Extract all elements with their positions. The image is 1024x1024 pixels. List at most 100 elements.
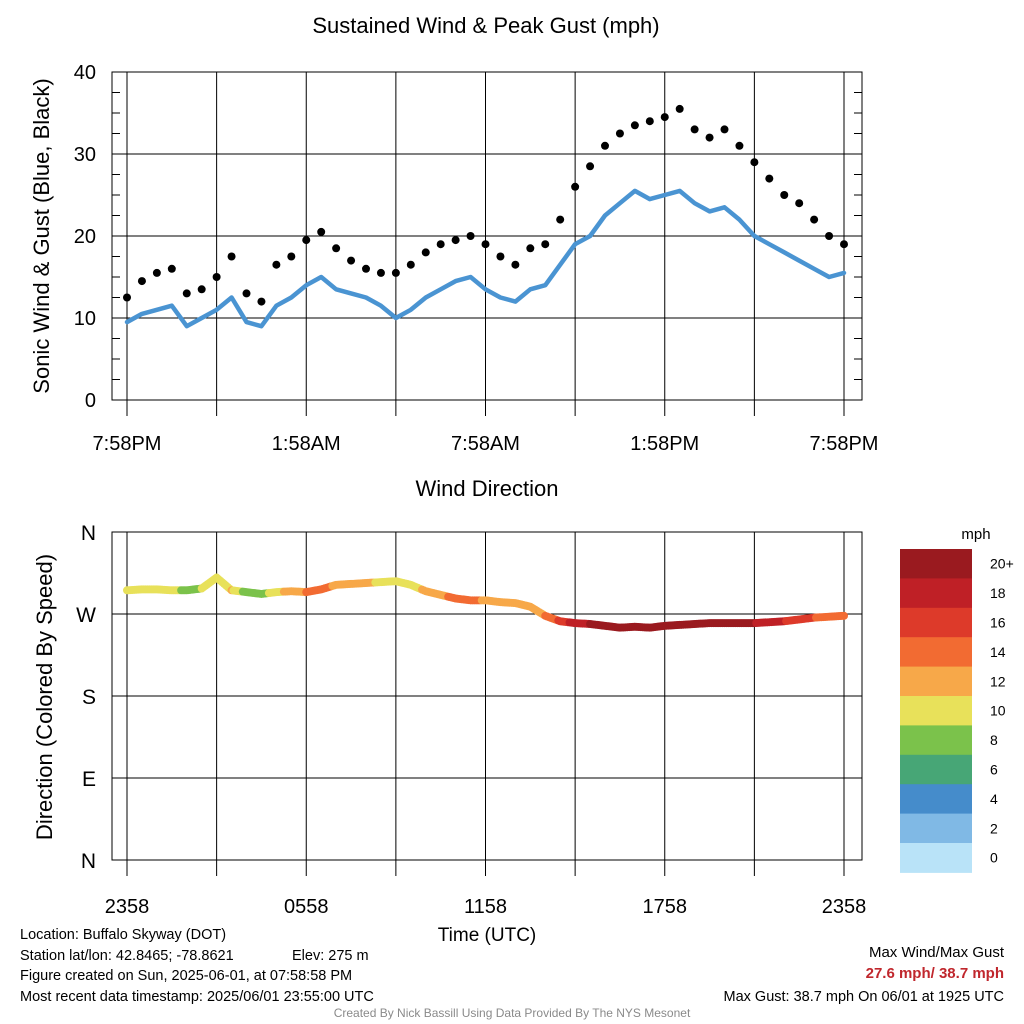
gust-point [182,289,191,298]
colorbar-label: 14 [990,644,1006,660]
colorbar-swatch [900,666,972,697]
top-ytick-label: 20 [74,226,96,248]
top-xtick-label: 7:58AM [451,433,520,455]
gust-point [481,240,490,249]
top-xtick-label: 7:58PM [810,433,879,455]
colorbar-swatch [900,578,972,609]
gust-point [571,182,580,191]
gust-point [526,244,535,253]
gust-point [840,240,848,249]
gust-point [690,125,699,134]
gust-point [466,232,475,240]
bottom-ytick-label: S [82,686,96,709]
gust-point [436,240,445,249]
gust-point [496,252,505,261]
bottom-xtick-label: 2358 [105,896,150,918]
gust-point [197,285,206,294]
figure-created: Figure created on Sun, 2025-06-01, at 07… [20,968,353,984]
top-ytick-label: 0 [85,390,96,412]
station-elevation: Elev: 275 m [292,948,369,964]
speed-colorbar: 20+ 18 16 14 12 10 8 6 4 2 0 [900,549,1014,873]
gust-point [705,133,714,142]
top-ytick-label: 10 [74,308,96,330]
colorbar-label: 20+ [990,556,1014,572]
top-xtick-label: 1:58PM [630,433,699,455]
gust-point [660,113,669,122]
gust-point [630,121,639,130]
gust-point [317,227,326,236]
gust-point [347,256,356,265]
colorbar-swatch [900,813,972,844]
gust-point [675,104,684,113]
bottom-ytick-label: N [81,522,96,545]
gust-point [332,244,341,253]
gust-point [227,252,236,261]
gust-point [123,293,131,302]
top-ytick-label: 40 [74,62,96,84]
gust-point [242,289,251,298]
gust-point [302,236,311,245]
bottom-xtick-label: 2358 [822,896,867,918]
gust-point [257,297,266,306]
gust-point [825,232,834,240]
top-xtick-label: 7:58PM [93,433,162,455]
bottom-xtick-label: 1758 [643,896,688,918]
max-gust-time: Max Gust: 38.7 mph On 06/01 at 1925 UTC [723,989,1004,1005]
top-chart-ylabel: Sonic Wind & Gust (Blue, Black) [29,78,54,393]
gust-point [272,260,281,269]
gust-point [152,268,161,277]
gust-point [586,162,595,171]
max-wind-values: 27.6 mph/ 38.7 mph [865,965,1004,982]
station-latlon: Station lat/lon: 42.8465; -78.8621 [20,948,234,964]
bottom-ytick-label: N [81,850,96,873]
bottom-plot-area: N W S E N 2358 0558 1158 1758 2358 [76,522,866,918]
colorbar-swatch [900,843,972,873]
gust-point [780,191,789,199]
bottom-chart-xlabel: Time (UTC) [438,925,537,946]
gust-point [615,129,624,138]
gust-point [735,141,744,150]
colorbar-label: 8 [990,732,998,748]
bottom-xtick-label: 0558 [284,896,329,918]
direction-point [840,611,848,620]
station-location: Location: Buffalo Skyway (DOT) [20,927,227,943]
gust-point [601,141,609,150]
bottom-ytick-label: W [76,604,96,627]
colorbar-label: 4 [990,791,998,807]
gust-point [376,268,385,277]
gust-point [556,215,565,224]
gust-point [137,277,146,286]
colorbar-label: 0 [990,850,998,866]
top-plot-area: 0 10 20 30 40 7:58PM 1:58AM 7:58AM 1:58PM 7:58PM [74,62,879,455]
gust-point [287,252,296,261]
gust-point [810,215,819,224]
bottom-xtick-label: 1158 [464,896,507,918]
colorbar-swatch [900,754,972,785]
gust-point [720,125,729,134]
gust-point [765,174,774,183]
colorbar-title: mph [961,526,990,543]
colorbar-swatch [900,696,972,726]
gust-point [362,264,370,273]
bottom-chart-ylabel: Direction (Colored By Speed) [32,554,57,840]
colorbar-label: 6 [990,762,998,778]
credit-line: Created By Nick Bassill Using Data Provi… [333,1006,691,1020]
gust-point [391,268,400,277]
gust-point [406,260,415,269]
top-xtick-label: 1:58AM [272,433,341,455]
colorbar-swatch [900,784,972,815]
colorbar-swatch [900,725,972,756]
recent-timestamp: Most recent data timestamp: 2025/06/01 2… [20,989,374,1005]
top-chart-title: Sustained Wind & Peak Gust (mph) [312,13,659,38]
gust-point [167,264,176,273]
gust-point [645,117,654,126]
colorbar-label: 2 [990,820,998,836]
colorbar-label: 16 [990,615,1006,631]
colorbar-label: 18 [990,585,1006,601]
colorbar-label: 10 [990,703,1006,719]
top-ytick-label: 30 [74,144,96,166]
gust-point [541,240,550,249]
gust-point [795,199,804,208]
max-wind-label: Max Wind/Max Gust [868,944,1004,961]
